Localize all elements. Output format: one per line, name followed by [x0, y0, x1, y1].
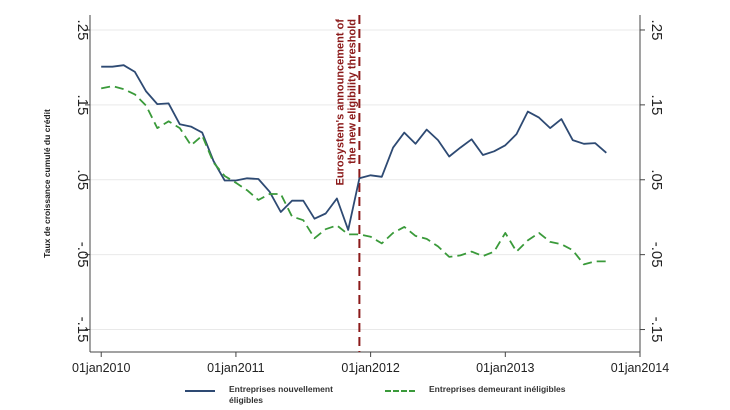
x-tick-label: 01jan2014 [611, 361, 669, 375]
x-tick-label: 01jan2013 [476, 361, 534, 375]
y-tick-label-right: .15 [648, 94, 665, 115]
legend-label-series-1: Entreprises nouvellement éligibles [229, 384, 333, 405]
y-tick-label-right: -.05 [648, 242, 665, 268]
y-tick-label-right: -.15 [648, 317, 665, 343]
legend-swatch-dashed [385, 390, 415, 392]
x-tick-label: 01jan2012 [341, 361, 399, 375]
y-axis-label: Taux de croissance cumulé du crédit [42, 109, 52, 258]
announcement-label: the new eligibility threshold [346, 19, 358, 164]
y-tick-label-left: .15 [74, 94, 91, 115]
y-tick-label-left: .05 [74, 169, 91, 190]
y-tick-label-left: -.15 [74, 317, 91, 343]
line-chart: -.15 -.15 -.05 -.05 .05 .05 .15 .15 .25 .25 01jan2… [42, 15, 669, 375]
legend-swatch-solid [185, 390, 215, 392]
legend-item-series-2: Entreprises demeurant inéligibles [385, 384, 629, 395]
series-line-1 [101, 64, 607, 231]
y-tick-label-left: .25 [74, 20, 91, 41]
legend: Entreprises nouvellement éligibles Entre… [0, 384, 730, 410]
x-tick-label: 01jan2010 [72, 361, 130, 375]
legend-label-series-2: Entreprises demeurant inéligibles [429, 384, 566, 394]
y-tick-label-right: .05 [648, 169, 665, 190]
x-tick-label: 01jan2011 [207, 361, 265, 375]
legend-item-series-1: Entreprises nouvellement éligibles [185, 384, 369, 406]
y-tick-label-right: .25 [648, 20, 665, 41]
y-tick-label-left: -.05 [74, 242, 91, 268]
series-line-2 [101, 85, 607, 266]
announcement-label: Eurosystem's announcement of [334, 19, 346, 186]
